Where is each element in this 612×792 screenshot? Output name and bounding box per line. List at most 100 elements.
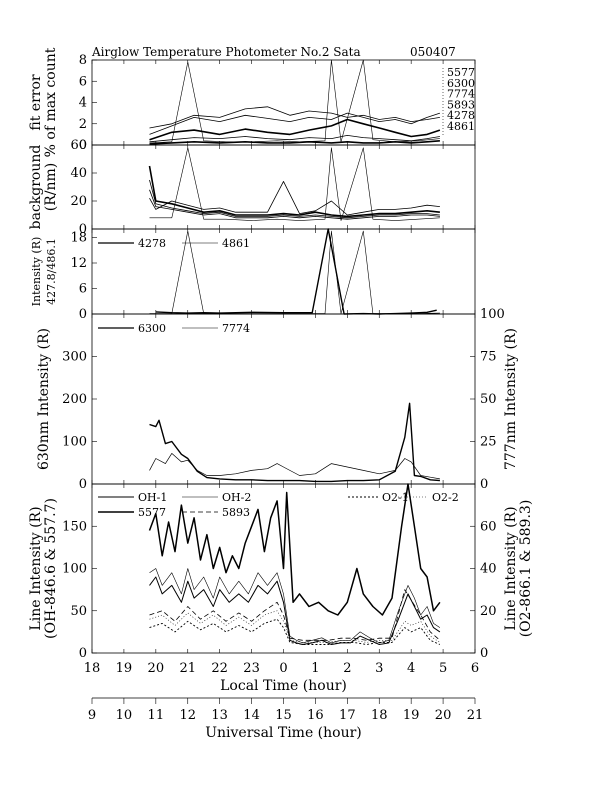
- legend-6300: 6300: [447, 77, 475, 90]
- ut-tick-label: 18: [371, 708, 388, 723]
- ut-tick-label: 14: [243, 708, 260, 723]
- y-tick-label: 50: [70, 604, 87, 619]
- series-O2-1: [149, 618, 441, 645]
- legend-5577: 5577: [447, 66, 475, 79]
- local-time-tick-label: 19: [116, 661, 133, 676]
- y-tick-label: 60: [70, 138, 87, 153]
- y-tick-label: 0: [79, 646, 87, 661]
- legend-5893: 5893: [222, 506, 250, 519]
- y-axis-right-label: (O2-866.1 & 589.3): [518, 500, 534, 638]
- local-time-tick-label: 18: [84, 661, 101, 676]
- local-time-tick-label: 22: [211, 661, 228, 676]
- legend-4861: 4861: [222, 237, 250, 250]
- y-tick-label: 150: [62, 519, 87, 534]
- y-axis-label: % of max count: [43, 47, 59, 157]
- series-bg-3: [149, 189, 440, 220]
- series-OH-2: [149, 568, 441, 644]
- panel-frame: [91, 59, 476, 146]
- series-OH-1: [149, 576, 441, 645]
- panel-blue-lines: 0 6 12 18 Intensity (R) 427.8/486.1 4278 4861: [30, 228, 476, 322]
- y-tick-label: 0: [79, 222, 87, 237]
- y-tick-right-label: 60: [480, 519, 497, 534]
- ut-tick-label: 9: [88, 708, 96, 723]
- series-bg-1: [148, 165, 440, 218]
- series-7774: [149, 106, 440, 129]
- local-time-tick-label: 3: [375, 661, 383, 676]
- legend-OH-2: OH-2: [222, 491, 251, 504]
- ut-tick-label: 17: [339, 708, 356, 723]
- local-time-tick-label: 23: [243, 661, 260, 676]
- y-axis-label: 427.8/486.1: [45, 238, 58, 305]
- y-tick-label: 6: [79, 282, 87, 297]
- universal-time-axis-label: Universal Time (hour): [205, 725, 362, 741]
- y-tick-label: 300: [62, 350, 87, 365]
- legend-O2-1: O2-1: [382, 491, 409, 504]
- y-tick-right-label: 20: [480, 604, 497, 619]
- legend-5577: 5577: [138, 506, 166, 519]
- ut-tick-label: 19: [403, 708, 420, 723]
- series-5893: [149, 589, 441, 641]
- y-tick-label: 12: [70, 256, 87, 271]
- panel-fit-error: 0 2 4 6 8 fit error% of max count 557763007774…: [28, 47, 476, 157]
- local-time-tick-label: 21: [179, 661, 196, 676]
- local-time-tick-label: 20: [148, 661, 165, 676]
- series-4861: [149, 140, 440, 145]
- local-time-tick-label: 4: [407, 661, 415, 676]
- series-7774: [149, 453, 440, 480]
- series-O2-2: [149, 610, 441, 643]
- series-6300: [149, 402, 440, 483]
- ut-tick-label: 20: [435, 708, 452, 723]
- series-4278: [155, 228, 437, 315]
- y-tick-label: 0: [79, 477, 87, 492]
- y-tick-label: 20: [70, 194, 87, 209]
- y-axis-label: Intensity (R): [30, 237, 43, 307]
- y-tick-label: 4: [79, 96, 87, 111]
- legend-7774: 7774: [447, 88, 475, 101]
- universal-time-axis: 9 10 11 12 13 14 15 16 17 18 19 20 21: [88, 697, 483, 723]
- legend-4278: 4278: [447, 109, 475, 122]
- ut-tick-label: 12: [179, 708, 196, 723]
- chart-title: Airglow Temperature Photometer No.2 Sata: [91, 45, 361, 59]
- y-tick-label: 18: [70, 231, 87, 246]
- y-tick-label: 100: [62, 562, 87, 577]
- panel-oxygen-red: 0 100 200 300 0 25 50 75 100 630nm Intensity (R) 7…: [36, 307, 519, 492]
- y-axis-label: background: [28, 145, 44, 230]
- local-time-tick-label: 2: [343, 661, 351, 676]
- panel-frame: [91, 313, 476, 485]
- series-bg-2: [149, 179, 440, 219]
- y-tick-label: 0: [79, 138, 87, 153]
- legend-OH-1: OH-1: [138, 491, 167, 504]
- chart-date: 050407: [410, 45, 456, 59]
- legend-O2-2: O2-2: [432, 491, 459, 504]
- series-5893: [149, 134, 440, 143]
- local-time-tick-label: 6: [471, 661, 479, 676]
- y-tick-label: 200: [62, 392, 87, 407]
- y-tick-label: 6: [79, 74, 87, 89]
- legend-4861: 4861: [447, 120, 475, 133]
- y-tick-right-label: 0: [480, 646, 488, 661]
- y-tick-right-label: 25: [480, 435, 497, 450]
- legend-4278: 4278: [138, 237, 166, 250]
- ut-tick-label: 16: [307, 708, 324, 723]
- ut-tick-label: 15: [275, 708, 292, 723]
- series-bg-4: [149, 180, 440, 216]
- ut-tick-label: 10: [116, 708, 133, 723]
- y-axis-label: fit error: [28, 74, 44, 131]
- y-tick-label: 8: [79, 53, 87, 68]
- ut-tick-label: 13: [211, 708, 228, 723]
- y-tick-right-label: 75: [480, 350, 497, 365]
- local-time-axis-label: Local Time (hour): [220, 678, 347, 694]
- local-time-tick-label: 0: [279, 661, 287, 676]
- y-axis-right-label: 777nm Intensity (R): [503, 328, 519, 470]
- y-tick-right-label: 0: [480, 477, 488, 492]
- series-bg-4278: [149, 147, 440, 221]
- y-axis-right-label: Line Intensity (R): [503, 506, 519, 630]
- panel-background: 0 20 40 60 background (R/nm): [28, 138, 476, 237]
- y-tick-label: 100: [62, 435, 87, 450]
- y-axis-label: (OH-846.6 & 557.7): [43, 498, 59, 639]
- y-tick-label: 2: [79, 117, 87, 132]
- y-axis-label: 630nm Intensity (R): [36, 328, 52, 470]
- legend-5893: 5893: [447, 98, 475, 111]
